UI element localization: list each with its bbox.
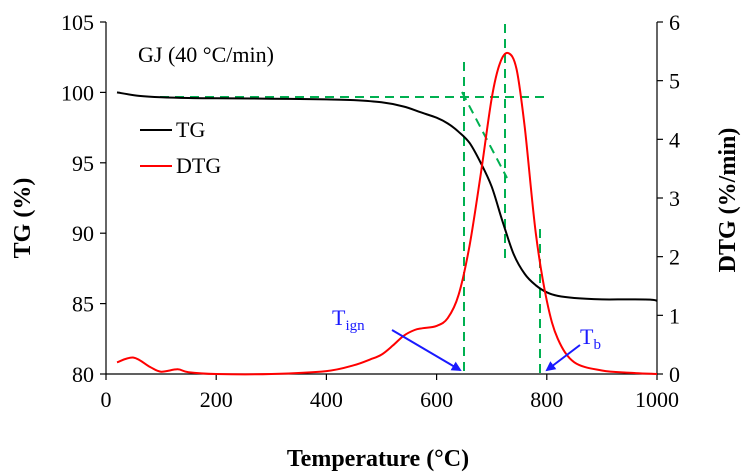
x-tick-label-1000: 1000 [635,387,679,412]
y-right-tick-label-0: 0 [669,362,680,387]
y-right-tick-label-6: 6 [669,10,680,35]
y-left-tick-label-95: 95 [72,151,94,176]
tick-labels: 0 200 400 600 800 1000 80 85 90 95 100 105 0 1 2 3 4 5 6 [61,10,680,412]
annotation-t-b-label: Tb [580,324,601,353]
x-tick-label-600: 600 [420,387,453,412]
y-right-tick-label-2: 2 [669,245,680,270]
construction-lines [160,24,548,374]
x-axis-title: Temperature (°C) [287,446,469,472]
y-right-tick-label-1: 1 [669,303,680,328]
legend-label-dtg: DTG [176,153,221,178]
y-left-tick-label-85: 85 [72,292,94,317]
x-tick-label-0: 0 [101,387,112,412]
series-line-tg [116,91,658,302]
axis-ticks [100,21,663,380]
y-right-tick-label-4: 4 [669,127,680,152]
chart-title: GJ (40 °C/min) [138,42,274,67]
y-axis-right-title: DTG (%/min) [715,128,741,273]
x-tick-label-800: 800 [530,387,563,412]
y-right-tick-label-5: 5 [669,69,680,94]
annotation-t-b: Tb [545,324,601,372]
y-right-tick-label-3: 3 [669,186,680,211]
y-left-tick-label-90: 90 [72,221,94,246]
y-axis-left-title: TG (%) [10,178,36,259]
y-left-tick-label-80: 80 [72,362,94,387]
tangent-inflection-line [461,91,508,179]
annotation-t-ign-arrow [391,329,462,372]
y-left-tick-label-100: 100 [61,80,94,105]
annotation-t-ign: Tign [332,305,462,372]
legend: TG DTG [140,117,221,178]
legend-label-tg: TG [176,117,205,142]
x-tick-label-400: 400 [310,387,343,412]
annotation-t-b-arrow [545,344,581,372]
series-line-dtg [116,51,658,376]
x-tick-label-200: 200 [200,387,233,412]
annotation-t-ign-label: Tign [332,305,365,334]
y-left-tick-label-105: 105 [61,10,94,35]
